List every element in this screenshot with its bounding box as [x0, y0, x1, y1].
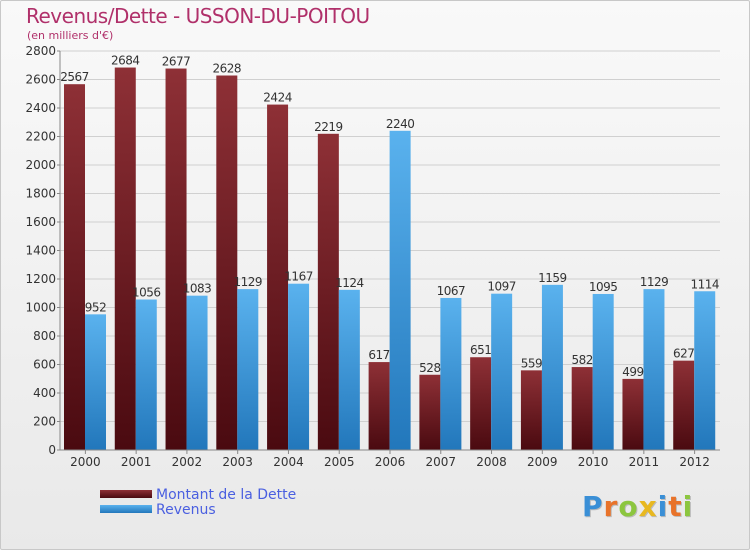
y-tick-label: 2800 [25, 44, 56, 58]
logo-letter: t [668, 490, 683, 523]
data-label-debt: 617 [368, 348, 389, 362]
y-tick-label: 400 [33, 386, 56, 400]
data-label-revenue: 1159 [538, 271, 567, 285]
chart-subtitle: (en milliers d'€) [27, 29, 114, 42]
bar-revenue [186, 295, 208, 450]
x-tick-label: 2009 [527, 455, 558, 469]
axes: 0 200 400 600 800 1000 1200 1400 1600 1800 2000 220… [25, 44, 720, 469]
x-tick-label: 2002 [172, 455, 203, 469]
data-label-revenue: 1067 [437, 284, 466, 298]
bar-revenue [389, 130, 411, 451]
data-label-revenue: 1056 [132, 286, 161, 300]
legend-label-debt: Montant de la Dette [156, 487, 297, 503]
x-tick-label: 2010 [578, 455, 609, 469]
data-label-debt: 2684 [111, 54, 140, 68]
data-label-debt: 582 [571, 353, 592, 367]
bar-debt [114, 67, 136, 450]
data-label-revenue: 1095 [589, 280, 618, 294]
bar-revenue [135, 299, 157, 450]
bar-debt [317, 133, 339, 451]
data-label-debt: 651 [470, 343, 491, 357]
x-tick-label: 2007 [425, 455, 456, 469]
data-label-revenue: 1167 [284, 270, 313, 284]
bar-debt [470, 357, 492, 450]
x-tick-label: 2008 [476, 455, 507, 469]
y-tick-label: 600 [33, 358, 56, 372]
y-tick-label: 1400 [25, 244, 56, 258]
data-label-debt: 559 [521, 356, 542, 370]
y-tick-label: 2000 [25, 158, 56, 172]
y-tick-label: 1600 [25, 215, 56, 229]
bar-revenue [643, 289, 665, 450]
data-label-revenue: 2240 [386, 117, 415, 131]
y-tick-label: 1200 [25, 272, 56, 286]
bar-revenue [85, 314, 106, 450]
data-labels: 2567 952 2684 1056 2677 1083 2628 1129 2424 1167 2… [60, 54, 719, 379]
bar-revenue [440, 297, 462, 450]
bar-revenue [694, 291, 716, 450]
bars [64, 67, 716, 451]
bar-debt [368, 362, 390, 450]
proxiti-logo: Proxiti [582, 490, 693, 523]
x-tick-label: 2004 [273, 455, 304, 469]
x-tick-label: 2011 [629, 455, 660, 469]
bar-revenue [592, 293, 614, 450]
data-label-debt: 499 [622, 365, 643, 379]
y-tick-label: 1800 [25, 187, 56, 201]
legend-swatch-debt [100, 490, 152, 498]
data-label-debt: 2677 [162, 55, 191, 69]
y-tick-label: 0 [48, 443, 56, 457]
data-label-revenue: 1124 [335, 276, 364, 290]
y-tick-label: 200 [33, 415, 56, 429]
data-label-debt: 627 [673, 347, 694, 361]
logo-letter: i [682, 490, 694, 523]
bar-revenue [237, 289, 259, 450]
data-label-debt: 2219 [314, 120, 343, 134]
bar-debt [520, 370, 542, 450]
bar-debt [622, 378, 644, 450]
data-label-revenue: 1083 [183, 282, 212, 296]
legend-label-revenue: Revenus [156, 502, 216, 518]
data-label-revenue: 1129 [234, 275, 263, 289]
data-label-revenue: 1097 [487, 280, 516, 294]
bar-debt [64, 84, 85, 450]
x-tick-label: 2006 [375, 455, 406, 469]
data-label-debt: 528 [419, 361, 440, 375]
bar-debt [267, 104, 289, 450]
logo-letter: i [657, 490, 669, 523]
bar-debt [419, 374, 441, 450]
logo-letter: P [582, 490, 604, 523]
x-tick-label: 2000 [70, 455, 101, 469]
bar-revenue [338, 289, 360, 450]
bar-debt [571, 367, 593, 450]
y-tick-label: 1000 [25, 301, 56, 315]
logo-letter: o [618, 490, 639, 523]
logo-letter: r [603, 490, 619, 523]
logo-letter: x [638, 490, 658, 523]
data-label-revenue: 1114 [690, 277, 719, 291]
bar-revenue [491, 293, 513, 450]
chart-title: Revenus/Dette - USSON-DU-POITOU [26, 4, 370, 28]
y-tick-label: 2400 [25, 101, 56, 115]
bar-debt [216, 75, 238, 450]
bar-debt [165, 68, 187, 450]
data-label-revenue: 952 [85, 300, 106, 314]
bar-revenue [541, 284, 563, 450]
data-label-revenue: 1129 [640, 275, 669, 289]
x-tick-label: 2001 [121, 455, 152, 469]
data-label-debt: 2628 [213, 62, 242, 76]
legend-swatch-revenue [100, 505, 152, 513]
x-tick-label: 2005 [324, 455, 355, 469]
y-tick-label: 2600 [25, 73, 56, 87]
y-tick-label: 800 [33, 329, 56, 343]
y-tick-label: 2200 [25, 130, 56, 144]
bar-debt [673, 360, 695, 450]
bar-revenue [288, 283, 310, 450]
x-tick-label: 2003 [222, 455, 253, 469]
x-tick-label: 2012 [679, 455, 710, 469]
data-label-debt: 2424 [263, 91, 292, 105]
data-label-debt: 2567 [60, 70, 89, 84]
